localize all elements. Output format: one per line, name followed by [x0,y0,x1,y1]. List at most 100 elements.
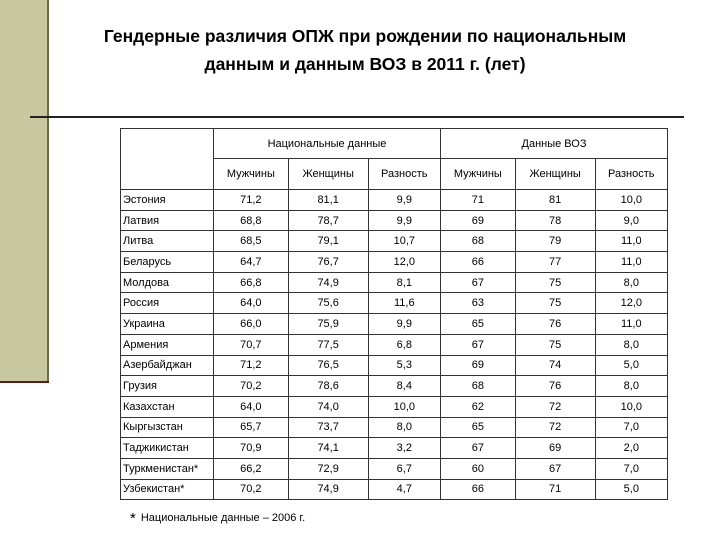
value-cell: 75,9 [287,313,369,335]
group-header-row: Национальные данные Данные ВОЗ [120,128,669,190]
table-row: Туркменистан* 66,2 72,9 6,7 60 67 7,0 [120,457,669,480]
value-cell: 12,0 [594,292,669,315]
value-cell: 66 [439,251,516,273]
value-cell: 9,9 [367,189,441,211]
value-cell: 3,2 [367,437,441,459]
value-cell: 9,0 [594,209,669,232]
value-cell: 10,0 [367,395,441,418]
value-cell: 8,0 [594,375,669,397]
value-cell: 65,7 [213,416,289,439]
value-cell: 74,9 [287,271,369,294]
header-corner [120,128,214,190]
country-name-cell: Молдова [120,271,214,294]
value-cell: 10,0 [594,189,669,211]
footnote-text: Национальные данные – 2006 г. [140,512,306,524]
value-cell: 4,7 [367,478,441,501]
value-cell: 11,6 [367,292,441,315]
value-cell: 6,8 [367,333,441,356]
footnote-mark: * [130,510,136,527]
value-cell: 69 [439,209,516,232]
value-cell: 78 [514,209,596,232]
value-cell: 8,0 [594,271,669,294]
value-cell: 67 [514,457,596,480]
table-row: Казахстан 64,0 74,0 10,0 62 72 10,0 [120,395,669,418]
value-cell: 6,7 [367,457,441,480]
value-cell: 76,5 [287,354,369,377]
value-cell: 64,0 [213,292,289,315]
decorative-side-line [47,0,49,383]
value-cell: 65 [439,416,516,439]
value-cell: 68 [439,230,516,253]
value-cell: 60 [439,457,516,480]
column-header: Мужчины [439,158,516,190]
value-cell: 9,9 [367,209,441,232]
value-cell: 66,2 [213,457,289,480]
value-cell: 81,1 [287,189,369,211]
value-cell: 77 [514,251,596,273]
value-cell: 66 [439,478,516,501]
value-cell: 9,9 [367,313,441,335]
value-cell: 77,5 [287,333,369,356]
value-cell: 76,7 [287,251,369,273]
table-row: Молдова 66,8 74,9 8,1 67 75 8,0 [120,271,669,294]
value-cell: 11,0 [594,313,669,335]
column-header: Женщины [287,158,369,190]
table-body: Эстония 71,2 81,1 9,9 71 81 10,0 Латвия 68,8 78,7… [120,189,669,501]
value-cell: 66,8 [213,271,289,294]
value-cell: 8,0 [594,333,669,356]
value-cell: 7,0 [594,416,669,439]
value-cell: 64,0 [213,395,289,418]
value-cell: 67 [439,271,516,294]
value-cell: 79,1 [287,230,369,253]
value-cell: 62 [439,395,516,418]
life-expectancy-table: Национальные данные Данные ВОЗ Мужчины Ж… [120,128,669,501]
table-row: Украина 66,0 75,9 9,9 65 76 11,0 [120,313,669,335]
value-cell: 79 [514,230,596,253]
value-cell: 74,9 [287,478,369,501]
value-cell: 11,0 [594,230,669,253]
value-cell: 8,0 [367,416,441,439]
value-cell: 8,1 [367,271,441,294]
value-cell: 72 [514,395,596,418]
slide-title: Гендерные различия ОПЖ при рождении по н… [103,26,627,74]
value-cell: 70,9 [213,437,289,459]
value-cell: 64,7 [213,251,289,273]
value-cell: 69 [514,437,596,459]
table-row: Узбекистан* 70,2 74,9 4,7 66 71 5,0 [120,478,669,501]
country-name-cell: Беларусь [120,251,214,273]
table-row: Азербайджан 71,2 76,5 5,3 69 74 5,0 [120,354,669,377]
value-cell: 5,3 [367,354,441,377]
column-header-row: Мужчины Женщины Разность Мужчины Женщины… [121,158,669,190]
value-cell: 68,8 [213,209,289,232]
value-cell: 74,0 [287,395,369,418]
value-cell: 75,6 [287,292,369,315]
column-header: Мужчины [213,158,289,190]
value-cell: 66,0 [213,313,289,335]
value-cell: 67 [439,333,516,356]
value-cell: 70,7 [213,333,289,356]
table-row: Латвия 68,8 78,7 9,9 69 78 9,0 [120,209,669,232]
country-name-cell: Кыргызстан [120,416,214,439]
country-name-cell: Таджикистан [120,437,214,459]
value-cell: 10,7 [367,230,441,253]
value-cell: 70,2 [213,375,289,397]
value-cell: 12,0 [367,251,441,273]
country-name-cell: Узбекистан* [120,478,214,501]
value-cell: 68,5 [213,230,289,253]
value-cell: 76 [514,313,596,335]
value-cell: 78,7 [287,209,369,232]
table-row: Грузия 70,2 78,6 8,4 68 76 8,0 [120,375,669,397]
value-cell: 10,0 [594,395,669,418]
value-cell: 71,2 [213,189,289,211]
value-cell: 8,4 [367,375,441,397]
column-header: Женщины [514,158,596,190]
value-cell: 75 [514,333,596,356]
table-row: Россия 64,0 75,6 11,6 63 75 12,0 [120,292,669,315]
table-row: Беларусь 64,7 76,7 12,0 66 77 11,0 [120,251,669,273]
table-row: Литва 68,5 79,1 10,7 68 79 11,0 [120,230,669,253]
decorative-side-accent [0,381,49,383]
value-cell: 71,2 [213,354,289,377]
country-name-cell: Литва [120,230,214,253]
country-name-cell: Азербайджан [120,354,214,377]
table-row: Эстония 71,2 81,1 9,9 71 81 10,0 [120,189,669,211]
